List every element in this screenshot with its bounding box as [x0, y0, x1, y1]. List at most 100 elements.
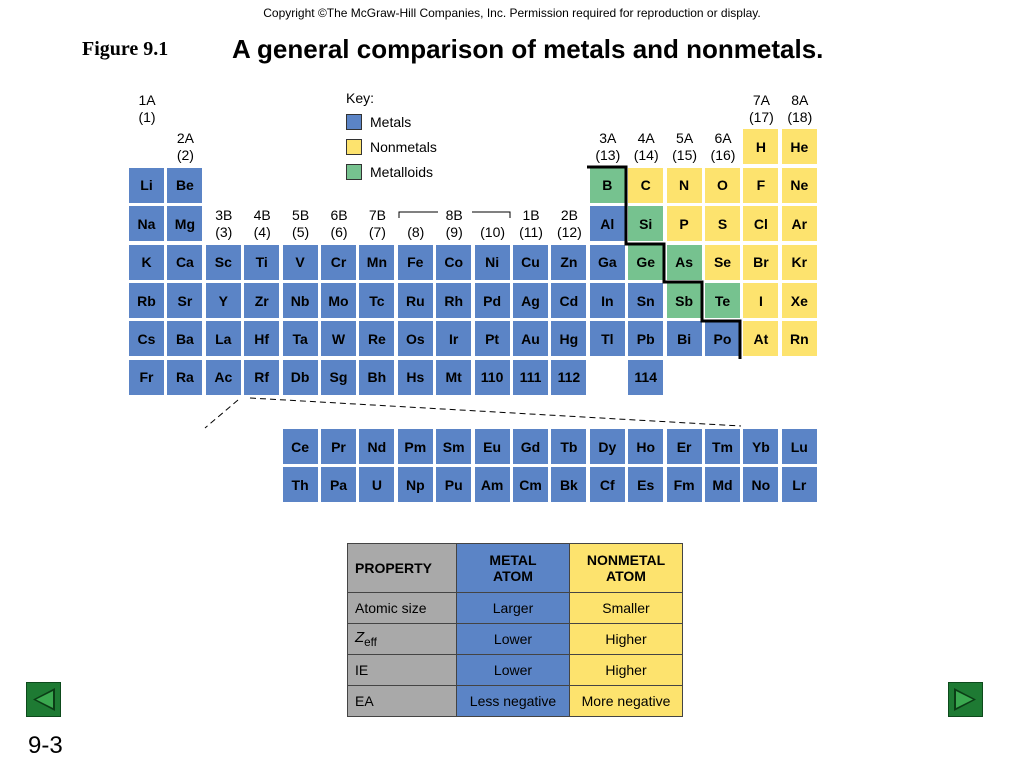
group-header-name: 5B	[292, 207, 310, 224]
group-header-number: (12)	[556, 224, 582, 241]
lanthanide-cell: Eu	[473, 428, 511, 465]
element-cell: In	[588, 282, 626, 319]
element-cell: Y	[204, 282, 242, 319]
element-cell: Sn	[627, 282, 665, 319]
element-cell: Ta	[281, 320, 319, 358]
element-cell: Bi	[665, 320, 703, 358]
group-header: 7A (17)	[742, 92, 780, 126]
lanthanide-cell: Er	[665, 428, 703, 465]
group-header-name: 2A	[176, 130, 194, 147]
group-header-number: (11)	[519, 224, 543, 241]
arrow-left-icon	[33, 688, 55, 711]
element-cell: Zn	[550, 243, 588, 281]
group-header: 5B (5)	[282, 207, 320, 241]
element-cell: Hs	[396, 358, 434, 396]
actinide-cell: Es	[627, 466, 665, 503]
element-cell: V	[281, 243, 319, 281]
element-cell: Na	[128, 205, 165, 243]
key-title: Key:	[346, 90, 375, 106]
element-cell: Rn	[780, 320, 818, 358]
element-cell: N	[665, 166, 703, 204]
group-header-number: (4)	[253, 224, 271, 241]
element-cell: At	[742, 320, 780, 358]
group-header: 1B (11)	[512, 207, 550, 241]
element-cell: Fe	[396, 243, 434, 281]
property-cell: Atomic size	[347, 592, 457, 624]
header-metal-atom: METAL ATOM	[456, 543, 570, 593]
element-cell: Ne	[780, 166, 818, 204]
group-header-number: (13)	[595, 147, 621, 164]
element-cell: Cr	[320, 243, 357, 281]
key-label-metals: Metals	[370, 114, 412, 130]
group-header: 4B (4)	[243, 207, 281, 241]
element-cell: O	[704, 166, 741, 204]
element-cell: Pt	[473, 320, 511, 358]
group-header-name: 8B	[445, 207, 463, 224]
group-header-number: (8)	[407, 224, 425, 241]
element-cell: Pd	[473, 282, 511, 319]
element-cell: Co	[435, 243, 473, 281]
property-cell: EA	[347, 685, 457, 717]
element-cell: Mt	[435, 358, 473, 396]
next-slide-button[interactable]	[948, 682, 983, 717]
element-cell: Be	[166, 166, 204, 204]
element-cell: Ge	[627, 243, 665, 281]
header-property: PROPERTY	[347, 543, 457, 593]
element-cell: Br	[742, 243, 780, 281]
lanthanide-cell: Ce	[281, 428, 319, 465]
element-cell: Mo	[320, 282, 357, 319]
lanthanide-cell: Ho	[627, 428, 665, 465]
group-header-number: (5)	[292, 224, 310, 241]
element-cell: H	[742, 128, 780, 166]
element-cell: Ti	[243, 243, 281, 281]
element-cell: 111	[512, 358, 549, 396]
group-header-number: (2)	[176, 147, 194, 164]
group-header-number: (17)	[748, 109, 774, 125]
element-cell: Kr	[780, 243, 818, 281]
element-cell: Ba	[166, 320, 204, 358]
zeff-subscript: eff	[364, 635, 377, 649]
group-header: 3B (3)	[205, 207, 243, 241]
actinide-cell: Cf	[588, 466, 626, 503]
group-header-name: 4A	[637, 130, 655, 147]
key-label-metalloids: Metalloids	[370, 164, 434, 180]
group-header-name: 6A	[714, 130, 732, 147]
lanthanide-cell: Tb	[550, 428, 588, 465]
group-header-name	[474, 207, 512, 224]
group-header: 2A (2)	[166, 130, 204, 164]
group-header-number: (6)	[330, 224, 348, 241]
expansion-dash-right	[249, 397, 742, 427]
element-cell: Hg	[550, 320, 588, 358]
element-cell: K	[128, 243, 165, 281]
element-cell: Cd	[550, 282, 588, 319]
copyright-notice: Copyright ©The McGraw-Hill Companies, In…	[263, 6, 761, 20]
element-cell: Ir	[435, 320, 473, 358]
group-header-name: 3A	[599, 130, 617, 147]
lanthanide-cell: Tm	[704, 428, 741, 465]
element-cell: Al	[588, 205, 626, 243]
group-header-number: (10)	[480, 224, 506, 241]
lanthanide-cell: Dy	[588, 428, 626, 465]
header-metal-line1: METAL	[489, 552, 537, 568]
element-cell: I	[742, 282, 780, 319]
actinide-cell: Bk	[550, 466, 588, 503]
group-header-number: (9)	[445, 224, 463, 241]
element-cell: Tl	[588, 320, 626, 358]
element-cell: F	[742, 166, 780, 204]
metal-cell: Lower	[456, 654, 570, 686]
previous-slide-button[interactable]	[26, 682, 61, 717]
group-header-number: (14)	[633, 147, 659, 164]
page-number: 9-3	[28, 732, 63, 759]
actinide-cell: Lr	[780, 466, 818, 503]
element-cell: W	[320, 320, 357, 358]
element-cell: C	[627, 166, 665, 204]
metal-swatch-icon	[346, 114, 362, 130]
group-header: 3A (13)	[589, 130, 627, 164]
group-header-name: 2B	[560, 207, 578, 224]
group-header: (8)	[397, 207, 435, 241]
element-cell: Sb	[665, 282, 703, 319]
lanthanide-cell: Pm	[396, 428, 434, 465]
element-cell: Xe	[780, 282, 818, 319]
element-cell: Cs	[128, 320, 165, 358]
element-cell: Ra	[166, 358, 204, 396]
